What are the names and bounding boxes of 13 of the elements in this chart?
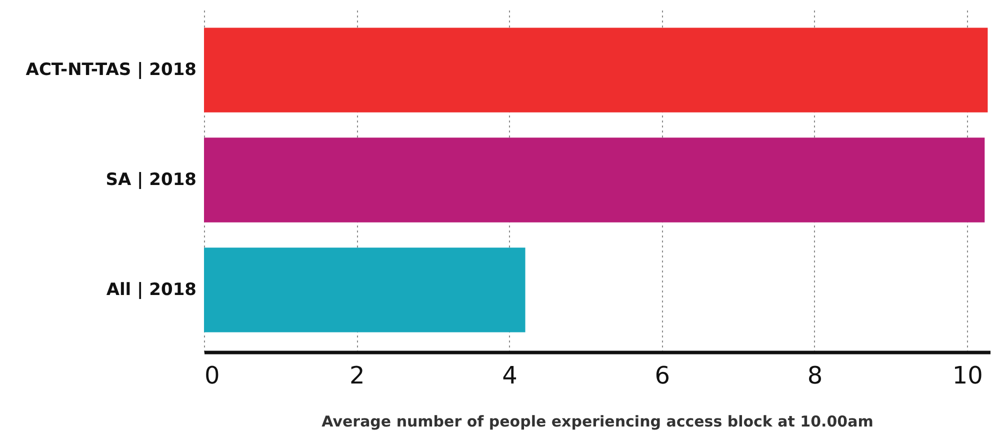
- x-tick-label: 8: [807, 362, 823, 390]
- x-tick-label: 10: [952, 362, 983, 390]
- y-tick-label: SA | 2018: [106, 170, 196, 190]
- bar: [204, 138, 985, 222]
- x-axis-title: Average number of people experiencing access block at 10.00am: [322, 412, 874, 430]
- y-tick-label: ACT-NT-TAS | 2018: [26, 60, 196, 80]
- bar: [204, 248, 526, 332]
- x-tick-label: 0: [204, 362, 220, 390]
- bar: [204, 28, 988, 112]
- x-tick-label: 2: [349, 362, 365, 390]
- y-tick-label: All | 2018: [106, 280, 196, 300]
- x-tick-label: 4: [502, 362, 518, 390]
- x-tick-label: 6: [654, 362, 670, 390]
